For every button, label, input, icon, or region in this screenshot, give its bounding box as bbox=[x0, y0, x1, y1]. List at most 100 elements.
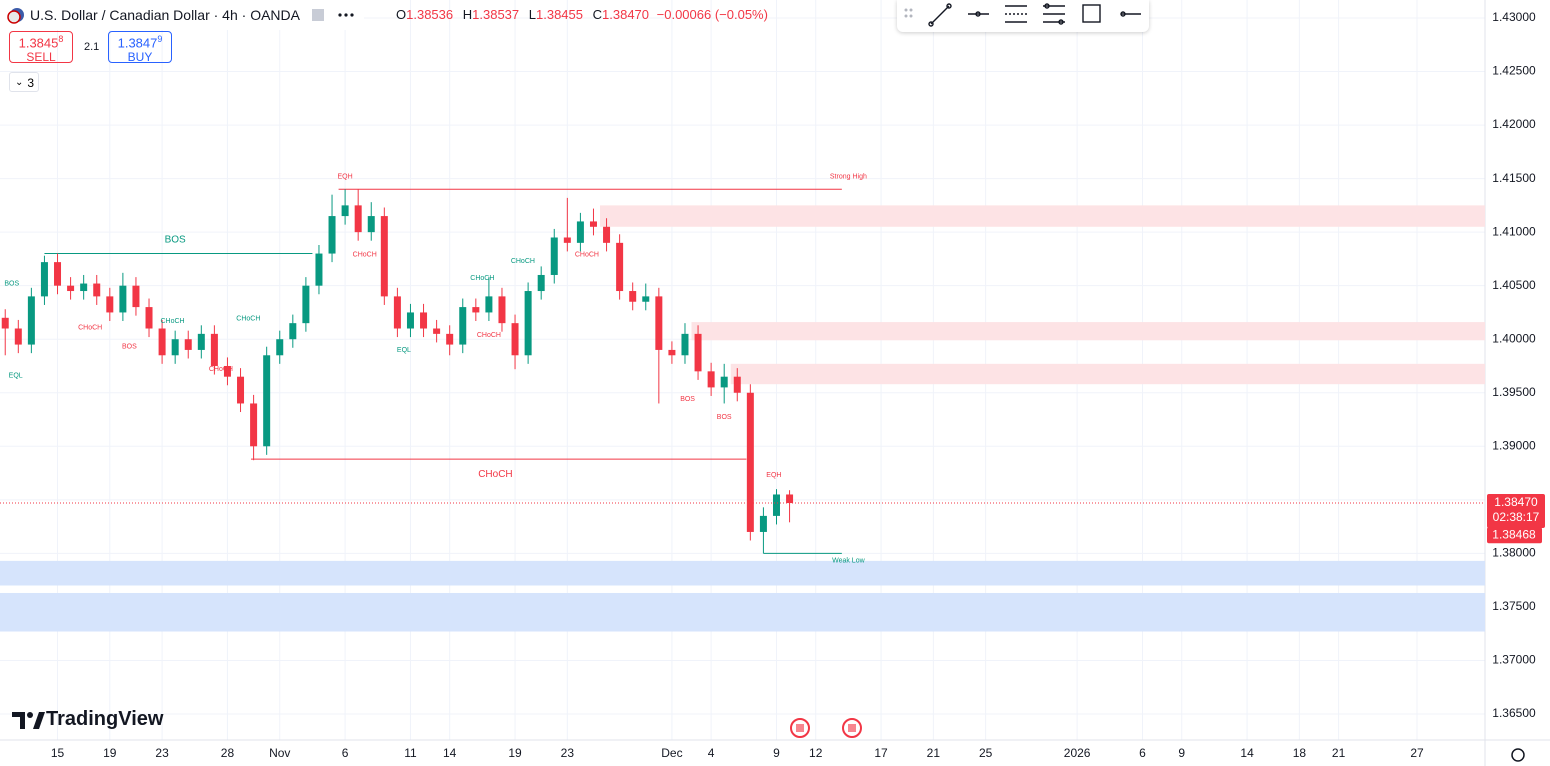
candle-body bbox=[707, 371, 715, 388]
spread: 2.1 bbox=[84, 41, 100, 53]
x-tick-label: 4 bbox=[708, 746, 715, 760]
zone bbox=[730, 363, 1485, 385]
bid-badge bbox=[1487, 527, 1542, 544]
ohlc-low: L1.38455 bbox=[523, 7, 583, 22]
ohlc-change: −0.00066 (−0.05%) bbox=[656, 7, 768, 22]
sell-button[interactable]: 1.38458 SELL bbox=[9, 31, 73, 64]
zone bbox=[0, 560, 1485, 586]
y-tick-label: 1.37000 bbox=[1492, 653, 1536, 667]
ohlc-value: 1.38536 bbox=[406, 7, 454, 22]
settings-icon[interactable] bbox=[1511, 748, 1525, 762]
annotation: BOS bbox=[717, 414, 732, 421]
indicators-toggle[interactable]: ⌄ 3 bbox=[9, 72, 39, 92]
candle-body bbox=[472, 307, 480, 313]
candle-body bbox=[576, 221, 584, 243]
y-tick-label: 1.41000 bbox=[1492, 224, 1536, 238]
candle-body bbox=[433, 328, 441, 334]
tool-ray[interactable] bbox=[1120, 11, 1141, 17]
ohlc-label: C bbox=[592, 7, 603, 22]
event-flag-inner bbox=[848, 724, 856, 732]
tool-rect[interactable] bbox=[1082, 4, 1101, 23]
y-tick-label: 1.40500 bbox=[1492, 278, 1536, 292]
x-tick-label: 12 bbox=[809, 746, 823, 760]
candle-body bbox=[354, 205, 362, 233]
tool-trend[interactable] bbox=[928, 3, 952, 27]
annotation: Weak Low bbox=[832, 558, 865, 565]
tool-fib[interactable] bbox=[1043, 3, 1065, 25]
candle-body bbox=[498, 296, 506, 324]
candle-body bbox=[616, 242, 624, 292]
candle-body bbox=[54, 262, 62, 286]
candle-body bbox=[733, 376, 741, 393]
candle-body bbox=[550, 237, 558, 275]
x-tick-label: Nov bbox=[269, 746, 290, 760]
x-tick-label: 19 bbox=[508, 746, 522, 760]
tool-hline[interactable] bbox=[968, 11, 989, 17]
annotation: BOS bbox=[680, 396, 695, 403]
candle-body bbox=[563, 237, 571, 243]
candle-body bbox=[537, 274, 545, 292]
y-tick-label: 1.37500 bbox=[1492, 599, 1536, 613]
annotation: CHoCH bbox=[478, 469, 512, 480]
brand-name: TradingView bbox=[46, 708, 164, 730]
sell-price: 1.3845 bbox=[18, 35, 59, 51]
candle-body bbox=[642, 296, 650, 302]
annotation: EQL bbox=[9, 372, 23, 379]
annotation: BOS bbox=[4, 280, 19, 287]
y-tick-label: 1.40000 bbox=[1492, 331, 1536, 345]
tool-channel[interactable] bbox=[1005, 5, 1027, 23]
x-tick-label: 17 bbox=[874, 746, 888, 760]
candle-body bbox=[237, 376, 245, 404]
annotation: BOS bbox=[165, 234, 186, 245]
candle-body bbox=[80, 283, 88, 292]
candle-body bbox=[668, 349, 676, 356]
brand-logo bbox=[12, 711, 45, 729]
ohlc-high: H1.38537 bbox=[457, 7, 519, 22]
candle-body bbox=[302, 285, 310, 324]
candle-body bbox=[315, 253, 323, 286]
price-badge bbox=[1487, 494, 1545, 529]
buy-pip: 9 bbox=[157, 34, 163, 44]
candle-body bbox=[406, 312, 414, 329]
drawing-toolbar bbox=[897, 0, 1149, 32]
candle-body bbox=[119, 285, 127, 313]
candle-body bbox=[145, 307, 153, 329]
candle-body bbox=[328, 216, 336, 254]
candle-body bbox=[694, 333, 702, 372]
y-tick-label: 1.38000 bbox=[1492, 546, 1536, 560]
annotation: CHoCH bbox=[477, 332, 501, 339]
annotation: CHoCH bbox=[209, 366, 233, 373]
y-tick-label: 1.41500 bbox=[1492, 171, 1536, 185]
ohlc-label: H bbox=[462, 7, 473, 22]
candle-body bbox=[67, 285, 75, 292]
annotation: CHoCH bbox=[353, 251, 377, 258]
x-tick-label: 21 bbox=[927, 746, 941, 760]
candle-body bbox=[184, 339, 192, 350]
indicators-count: 3 bbox=[27, 76, 34, 90]
x-tick-label: 27 bbox=[1410, 746, 1424, 760]
x-tick-label: 18 bbox=[1293, 746, 1307, 760]
candle-body bbox=[603, 226, 611, 243]
symbol-title[interactable]: U.S. Dollar / Canadian Dollar · 4h · OAN… bbox=[30, 7, 300, 23]
candle-body bbox=[14, 328, 22, 345]
candle-body bbox=[681, 333, 689, 356]
candle-body bbox=[786, 494, 794, 504]
ohlc-open: O1.38536 bbox=[390, 7, 453, 22]
ohlc-label: L bbox=[528, 7, 536, 22]
candle-body bbox=[1, 317, 9, 329]
candle-body bbox=[27, 296, 35, 345]
ohlc-value: 1.38537 bbox=[472, 7, 520, 22]
candle-body bbox=[511, 323, 519, 356]
annotation: CHoCH bbox=[575, 251, 599, 258]
candle-body bbox=[171, 339, 179, 356]
buy-button[interactable]: 1.38479 BUY bbox=[108, 31, 172, 64]
candle-body bbox=[132, 285, 140, 308]
sell-pip: 8 bbox=[58, 34, 64, 44]
candle-body bbox=[250, 403, 258, 447]
bid-label: 1.38468 bbox=[1492, 527, 1536, 541]
brand: TradingView bbox=[12, 708, 163, 731]
ohlc-label: O bbox=[396, 7, 407, 22]
annotation: EQL bbox=[397, 347, 411, 354]
x-tick-label: 6 bbox=[342, 746, 349, 760]
